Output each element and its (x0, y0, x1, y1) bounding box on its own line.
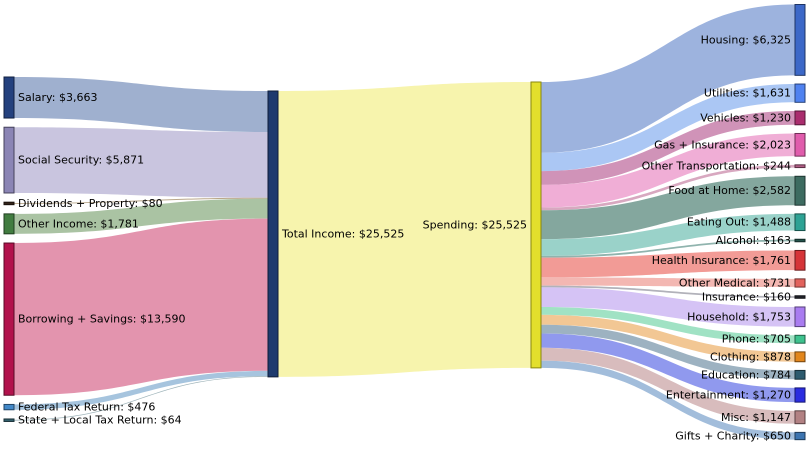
flow-borrowing-to-total_income (14, 218, 268, 396)
nodes-layer (3, 4, 806, 441)
node-insurance[interactable] (794, 295, 806, 299)
node-health_insurance[interactable] (794, 249, 806, 271)
label-entertainment: Entertainment: $1,270 (666, 389, 791, 402)
node-total_income[interactable] (267, 90, 279, 378)
flow-social_security-to-total_income (14, 127, 268, 198)
label-state_tax: State + Local Tax Return: $64 (18, 414, 182, 427)
label-other_transport: Other Transportation: $244 (642, 160, 791, 173)
label-other_medical: Other Medical: $731 (679, 276, 791, 289)
flow-spending-to-eating_out (541, 213, 795, 256)
node-food_home[interactable] (794, 175, 806, 206)
flow-spending-to-gas_insurance (541, 133, 795, 208)
label-other_income: Other Income: $1,781 (18, 217, 139, 230)
flow-spending-to-entertainment (541, 333, 795, 403)
node-federal_tax[interactable] (3, 403, 15, 411)
node-eating_out[interactable] (794, 213, 806, 232)
label-food_home: Food at Home: $2,582 (668, 184, 791, 197)
flow-spending-to-health_insurance (541, 250, 795, 278)
label-health_insurance: Health Insurance: $1,761 (652, 254, 791, 267)
flow-spending-to-housing (541, 4, 795, 153)
flow-salary-to-total_income (14, 77, 268, 133)
label-clothing: Clothing: $878 (710, 350, 791, 363)
flow-spending-to-utilities (541, 84, 795, 172)
label-education: Education: $784 (701, 368, 791, 381)
node-social_security[interactable] (3, 126, 15, 194)
node-alcohol[interactable] (794, 238, 806, 243)
label-total_income: Total Income: $25,525 (281, 227, 404, 240)
label-phone: Phone: $705 (722, 333, 791, 346)
label-alcohol: Alcohol: $163 (716, 234, 791, 247)
label-gas_insurance: Gas + Insurance: $2,023 (654, 138, 791, 151)
label-utilities: Utilities: $1,631 (704, 87, 791, 100)
flow-spending-to-other_medical (541, 277, 795, 288)
node-phone[interactable] (794, 334, 806, 344)
label-spending: Spending: $25,525 (423, 218, 527, 231)
flow-other_income-to-total_income (14, 198, 268, 234)
node-gas_insurance[interactable] (794, 132, 806, 157)
label-social_security: Social Security: $5,871 (18, 154, 144, 167)
flow-total_income-to-spending (278, 82, 531, 377)
flow-federal_tax-to-total_income (14, 370, 268, 410)
flow-spending-to-gifts_charity (541, 360, 795, 440)
flow-spending-to-clothing (541, 314, 795, 362)
node-education[interactable] (794, 369, 806, 380)
node-vehicles[interactable] (794, 110, 806, 126)
label-misc: Misc: $1,147 (721, 411, 791, 424)
label-vehicles: Vehicles: $1,230 (700, 111, 791, 124)
node-state_tax[interactable] (3, 418, 15, 422)
node-utilities[interactable] (794, 83, 806, 103)
label-housing: Housing: $6,325 (701, 33, 791, 46)
node-clothing[interactable] (794, 351, 806, 363)
label-dividends: Dividends + Property: $80 (18, 197, 163, 210)
label-eating_out: Eating Out: $1,488 (687, 216, 791, 229)
label-federal_tax: Federal Tax Return: $476 (18, 401, 155, 414)
flow-spending-to-food_home (541, 176, 795, 240)
flows-layer (14, 4, 795, 440)
node-misc[interactable] (794, 410, 806, 425)
node-gifts_charity[interactable] (794, 431, 806, 441)
flow-spending-to-education (541, 324, 795, 380)
flow-spending-to-misc (541, 347, 795, 424)
label-household: Household: $1,753 (687, 310, 791, 323)
flow-spending-to-alcohol (541, 239, 795, 258)
label-salary: Salary: $3,663 (18, 91, 97, 104)
flow-dividends-to-total_income (14, 197, 268, 204)
labels-layer: Salary: $3,663 Social Security: $5,871 Div… (18, 33, 791, 442)
label-borrowing: Borrowing + Savings: $13,590 (18, 313, 186, 326)
node-entertainment[interactable] (794, 387, 806, 403)
flow-spending-to-phone (541, 307, 795, 344)
flow-spending-to-vehicles (541, 111, 795, 185)
node-borrowing[interactable] (3, 242, 15, 396)
node-spending[interactable] (530, 81, 542, 369)
node-housing[interactable] (794, 4, 806, 76)
node-household[interactable] (794, 306, 806, 328)
flow-spending-to-household (541, 287, 795, 327)
label-gifts_charity: Gifts + Charity: $650 (675, 430, 791, 443)
node-other_transport[interactable] (794, 164, 806, 169)
node-dividends[interactable] (3, 201, 15, 206)
node-other_income[interactable] (3, 213, 15, 235)
flow-spending-to-insurance (541, 285, 795, 298)
flow-spending-to-other_transport (541, 164, 795, 211)
flow-state_tax-to-total_income (14, 376, 268, 421)
label-insurance: Insurance: $160 (702, 291, 791, 304)
node-salary[interactable] (3, 76, 15, 119)
node-other_medical[interactable] (794, 278, 806, 288)
